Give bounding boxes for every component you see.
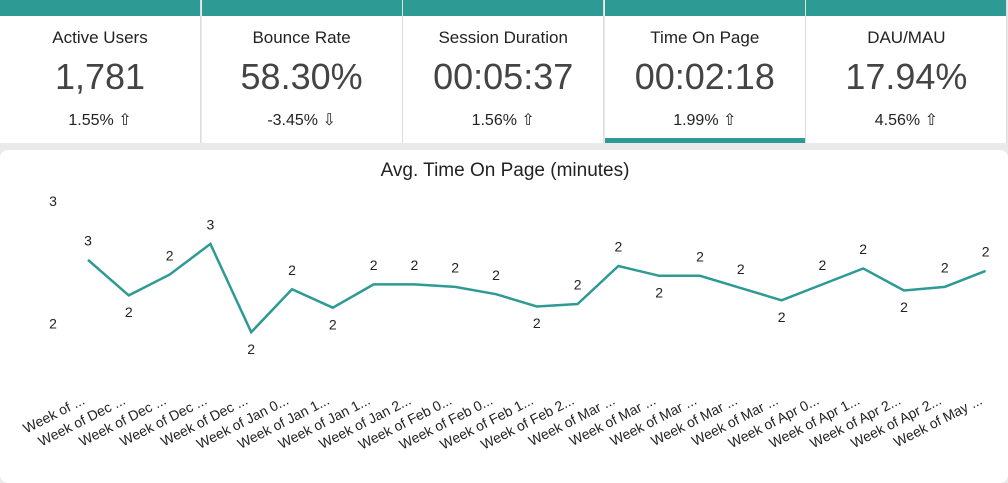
data-label: 3 <box>207 217 215 233</box>
kpi-value: 00:05:37 <box>433 56 574 97</box>
selected-indicator <box>604 138 805 143</box>
kpi-card: Active Users 1,781 1.55% ⇧ <box>0 0 201 143</box>
y-tick-label: 3 <box>49 193 57 209</box>
kpi-card: DAU/MAU 17.94% 4.56% ⇧ <box>806 0 1008 143</box>
kpi-card[interactable]: Time On Page 00:02:18 1.99% ⇧ <box>604 0 806 143</box>
data-label: 2 <box>615 239 623 255</box>
card-header-strip <box>0 0 200 16</box>
data-label: 2 <box>778 309 786 325</box>
data-label: 2 <box>859 241 867 257</box>
y-tick-label: 2 <box>49 316 57 332</box>
kpi-card: Session Duration 00:05:37 1.56% ⇧ <box>403 0 605 143</box>
kpi-label: DAU/MAU <box>867 28 946 47</box>
data-label: 2 <box>900 299 908 315</box>
data-label: 2 <box>370 257 378 273</box>
data-label: 2 <box>247 341 255 357</box>
data-label: 2 <box>819 257 827 273</box>
card-header-strip <box>403 0 604 16</box>
kpi-label: Session Duration <box>438 28 568 47</box>
data-label: 2 <box>492 267 500 283</box>
data-label: 2 <box>982 244 990 260</box>
data-label: 2 <box>696 249 704 265</box>
data-label: 2 <box>166 247 174 263</box>
data-label: 2 <box>737 261 745 277</box>
kpi-card: Bounce Rate 58.30% -3.45% ⇩ <box>201 0 403 143</box>
line <box>87 242 987 335</box>
data-label: 2 <box>125 304 133 320</box>
card-header-strip <box>201 0 402 16</box>
chart-title: Avg. Time On Page (minutes) <box>381 160 630 181</box>
kpi-value: 17.94% <box>845 56 968 97</box>
card-header-strip <box>604 0 805 16</box>
card-header-strip <box>806 0 1007 16</box>
data-label: 2 <box>941 260 949 276</box>
kpi-value: 00:02:18 <box>634 56 775 97</box>
data-label: 2 <box>411 257 419 273</box>
data-label: 2 <box>288 262 296 278</box>
kpi-label: Time On Page <box>650 28 760 47</box>
data-label: 3 <box>84 233 92 249</box>
kpi-label: Bounce Rate <box>252 28 351 47</box>
kpi-label: Active Users <box>52 28 148 47</box>
kpi-change: 4.56% ⇧ <box>874 112 938 129</box>
data-label: 2 <box>574 277 582 293</box>
data-label: 2 <box>655 285 663 301</box>
kpi-change: 1.56% ⇧ <box>471 112 535 129</box>
kpi-value: 1,781 <box>54 56 146 97</box>
data-label: 2 <box>329 316 337 332</box>
kpi-value: 58.30% <box>240 56 363 97</box>
data-label: 2 <box>533 315 541 331</box>
kpi-change: -3.45% ⇩ <box>267 112 336 129</box>
kpi-change: 1.99% ⇧ <box>673 112 737 129</box>
data-label: 2 <box>451 260 459 276</box>
chart: Avg. Time On Page (minutes) 2 3 3 2 2 3 2 2 2 2 2 2… <box>0 150 1008 483</box>
kpi-change: 1.55% ⇧ <box>68 112 132 129</box>
